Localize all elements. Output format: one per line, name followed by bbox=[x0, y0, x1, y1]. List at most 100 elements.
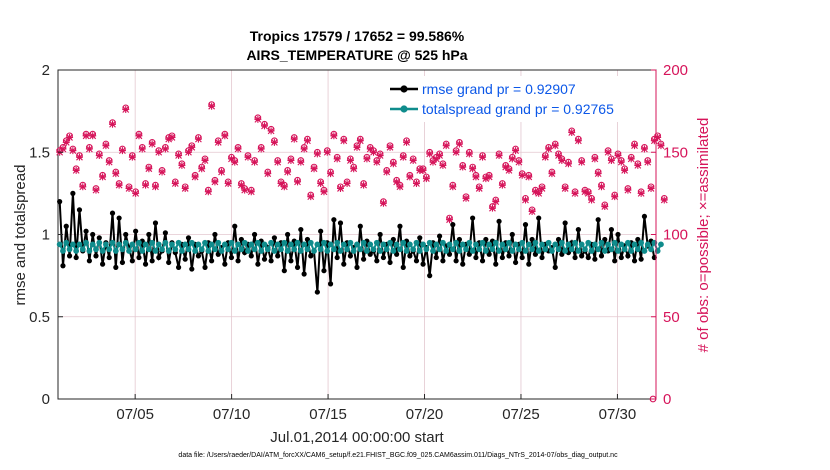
obs-assimilated-marker bbox=[617, 158, 625, 166]
totalspread-point bbox=[132, 246, 139, 253]
totalspread-point bbox=[109, 239, 116, 246]
rmse-point bbox=[387, 259, 393, 266]
totalspread-point bbox=[440, 239, 446, 246]
rmse-point bbox=[641, 213, 648, 220]
obs-assimilated-marker bbox=[89, 132, 97, 140]
totalspread-point bbox=[588, 248, 595, 254]
totalspread-point bbox=[311, 248, 317, 254]
rmse-point bbox=[281, 268, 287, 274]
totalspread-point bbox=[112, 248, 119, 254]
obs-assimilated-marker bbox=[214, 138, 222, 146]
obs-assimilated-marker bbox=[634, 161, 642, 169]
obs-assimilated-marker bbox=[564, 160, 572, 168]
rmse-point bbox=[407, 253, 413, 259]
totalspread-point bbox=[486, 241, 493, 248]
obs-assimilated-marker bbox=[403, 138, 411, 146]
y-tick-label-left: 1 bbox=[42, 227, 50, 244]
obs-assimilated-marker bbox=[303, 137, 311, 145]
rmse-point bbox=[60, 263, 66, 269]
rmse-point bbox=[86, 258, 92, 264]
totalspread-point bbox=[525, 241, 532, 248]
obs-assimilated-marker bbox=[62, 138, 70, 146]
totalspread-point bbox=[400, 239, 407, 246]
totalspread-point bbox=[271, 248, 278, 254]
rmse-point bbox=[301, 271, 307, 277]
obs-assimilated-marker bbox=[607, 156, 615, 164]
obs-assimilated-marker bbox=[373, 158, 381, 166]
totalspread-point bbox=[482, 248, 489, 254]
rmse-point bbox=[585, 254, 591, 261]
rmse-point bbox=[136, 254, 142, 261]
totalspread-point bbox=[175, 239, 182, 246]
rmse-point bbox=[473, 254, 479, 261]
obs-assimilated-marker bbox=[260, 122, 268, 130]
obs-assimilated-marker bbox=[528, 207, 536, 215]
rmse-point bbox=[57, 199, 63, 205]
obs-assimilated-marker bbox=[346, 156, 354, 164]
obs-assimilated-marker bbox=[161, 145, 169, 153]
obs-assimilated-marker bbox=[512, 147, 520, 155]
totalspread-point bbox=[73, 248, 80, 254]
obs-assimilated-marker bbox=[370, 148, 378, 156]
rmse-point bbox=[337, 220, 344, 226]
obs-assimilated-marker bbox=[320, 188, 328, 196]
obs-assimilated-marker bbox=[135, 132, 143, 140]
totalspread-point bbox=[116, 241, 123, 248]
rmse-point bbox=[90, 231, 96, 238]
totalspread-point bbox=[383, 246, 390, 253]
chart-title: Tropics 17579 / 17652 = 99.586% bbox=[250, 28, 465, 44]
rmse-point bbox=[83, 228, 89, 234]
totalspread-point bbox=[572, 239, 578, 246]
obs-assimilated-marker bbox=[588, 196, 596, 204]
totalspread-point bbox=[340, 241, 347, 248]
obs-assimilated-marker bbox=[118, 147, 126, 155]
obs-assimilated-marker bbox=[224, 180, 232, 188]
totalspread-point bbox=[575, 248, 582, 254]
obs-assimilated-marker bbox=[297, 158, 305, 166]
rmse-point bbox=[453, 258, 459, 264]
totalspread-point bbox=[195, 241, 202, 248]
obs-assimilated-marker bbox=[591, 155, 599, 163]
rmse-point bbox=[327, 281, 334, 287]
rmse-point bbox=[595, 217, 601, 223]
totalspread-point bbox=[397, 246, 403, 253]
rmse-point bbox=[598, 253, 605, 259]
totalspread-point bbox=[605, 241, 611, 248]
totalspread-point bbox=[436, 246, 443, 253]
obs-assimilated-marker bbox=[317, 180, 325, 188]
totalspread-point bbox=[251, 246, 258, 253]
totalspread-point bbox=[631, 241, 638, 248]
obs-assimilated-marker bbox=[300, 145, 308, 153]
totalspread-point bbox=[254, 239, 261, 246]
obs-assimilated-marker bbox=[72, 166, 80, 174]
rmse-point bbox=[93, 253, 99, 259]
obs-assimilated-marker bbox=[538, 184, 546, 192]
obs-assimilated-marker bbox=[601, 203, 609, 211]
rmse-point bbox=[298, 226, 304, 233]
obs-assimilated-marker bbox=[614, 152, 622, 160]
totalspread-point bbox=[93, 246, 99, 253]
rmse-point bbox=[579, 253, 585, 259]
obs-assimilated-marker bbox=[399, 153, 407, 161]
totalspread-point bbox=[297, 248, 304, 254]
x-tick-label: 07/25 bbox=[502, 406, 540, 423]
obs-assimilated-marker bbox=[647, 184, 655, 192]
y-tick-label-right: 200 bbox=[663, 62, 688, 79]
rmse-point bbox=[380, 254, 387, 261]
rmse-point bbox=[347, 253, 353, 259]
totalspread-point bbox=[324, 248, 331, 254]
rmse-point bbox=[479, 258, 486, 264]
totalspread-point bbox=[106, 246, 113, 253]
totalspread-point bbox=[350, 248, 357, 254]
totalspread-point bbox=[618, 241, 625, 248]
rmse-point bbox=[146, 231, 152, 238]
legend-rmse-marker bbox=[400, 85, 408, 93]
totalspread-point bbox=[79, 246, 86, 253]
rmse-point bbox=[354, 264, 360, 270]
obs-assimilated-marker bbox=[442, 142, 450, 150]
obs-assimilated-marker bbox=[545, 145, 553, 153]
obs-assimilated-marker bbox=[290, 135, 298, 143]
y-axis-left-label: rmse and totalspread bbox=[12, 165, 29, 306]
totalspread-point bbox=[568, 246, 575, 253]
totalspread-point bbox=[63, 239, 70, 246]
